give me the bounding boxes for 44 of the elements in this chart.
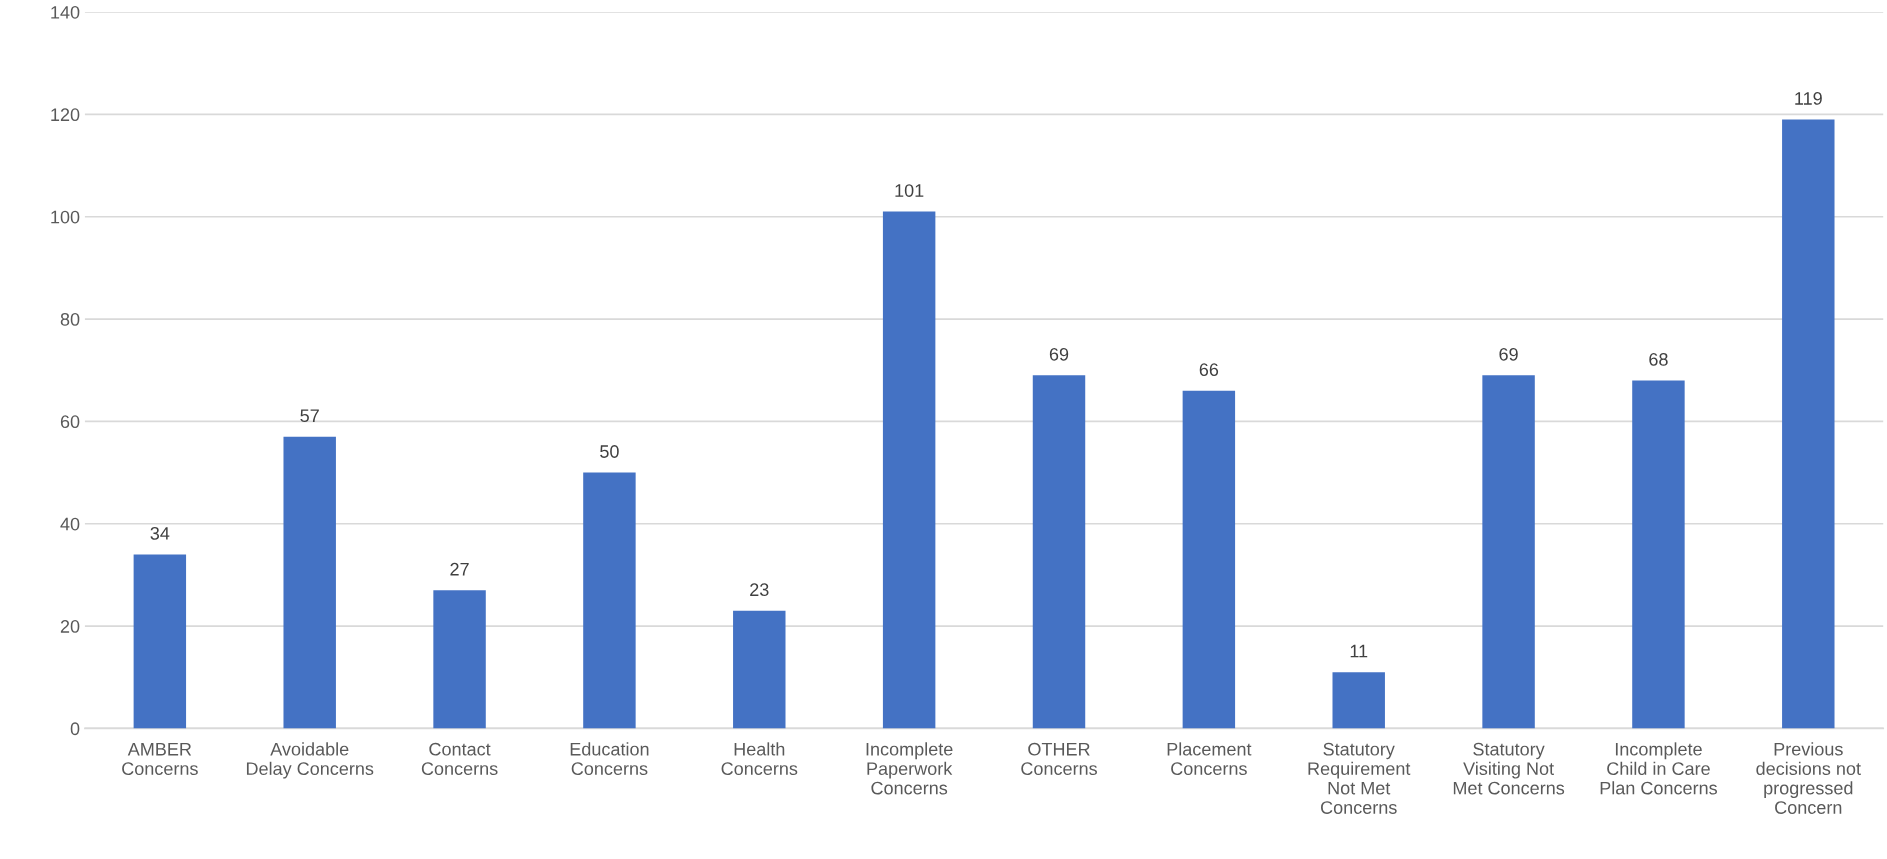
data-label: 66 (1199, 363, 1219, 377)
bar (1782, 119, 1835, 729)
y-tick-label: 0 (70, 722, 80, 736)
y-tick-label: 80 (60, 312, 80, 326)
y-tick-label: 20 (60, 620, 80, 633)
data-label: 119 (1795, 92, 1822, 105)
data-label: 50 (600, 445, 619, 458)
y-tick-label: 100 (51, 210, 80, 224)
data-label: 34 (150, 526, 170, 540)
x-tick-label: Placement Concerns (1167, 742, 1252, 776)
data-label: 23 (750, 583, 769, 597)
y-tick-label: 140 (51, 5, 80, 19)
x-tick-label: OTHER Concerns (1021, 742, 1097, 776)
data-label: 101 (895, 184, 924, 197)
x-tick-label: Avoidable Delay Concerns (246, 742, 374, 779)
y-tick-label: 40 (60, 517, 80, 531)
bar (1482, 375, 1535, 729)
bar (1632, 380, 1685, 729)
bar (1332, 672, 1385, 729)
x-tick-label: Statutory Visiting Not Met Concerns (1453, 742, 1565, 795)
data-label: 11 (1350, 644, 1368, 658)
x-tick-label: Statutory Requirement Not Met Concerns (1308, 742, 1411, 814)
bar (433, 590, 486, 729)
data-label: 27 (450, 562, 469, 576)
x-tick-label: AMBER Concerns (122, 742, 198, 776)
bar (1182, 390, 1236, 729)
x-tick-label: Education Concerns (570, 742, 649, 776)
data-label: 69 (1499, 347, 1518, 361)
y-tick-label: 60 (60, 415, 80, 429)
bar (733, 610, 786, 729)
bar (283, 436, 336, 729)
data-label: 69 (1049, 347, 1069, 361)
x-tick-label: Incomplete Paperwork Concerns (866, 742, 953, 795)
x-tick-label: Health Concerns (721, 742, 798, 776)
data-label: 57 (300, 409, 319, 423)
data-label: 68 (1649, 353, 1668, 366)
x-tick-label: Contact Concerns (421, 742, 498, 776)
x-tick-label: Incomplete Child in Care Plan Concerns (1600, 742, 1717, 795)
bar (882, 211, 936, 729)
y-tick-label: 120 (51, 108, 80, 122)
bar (1032, 375, 1086, 729)
x-tick-label: Previous decisions not progressed Concern (1756, 742, 1861, 814)
bar (583, 472, 636, 729)
bar (133, 554, 187, 729)
